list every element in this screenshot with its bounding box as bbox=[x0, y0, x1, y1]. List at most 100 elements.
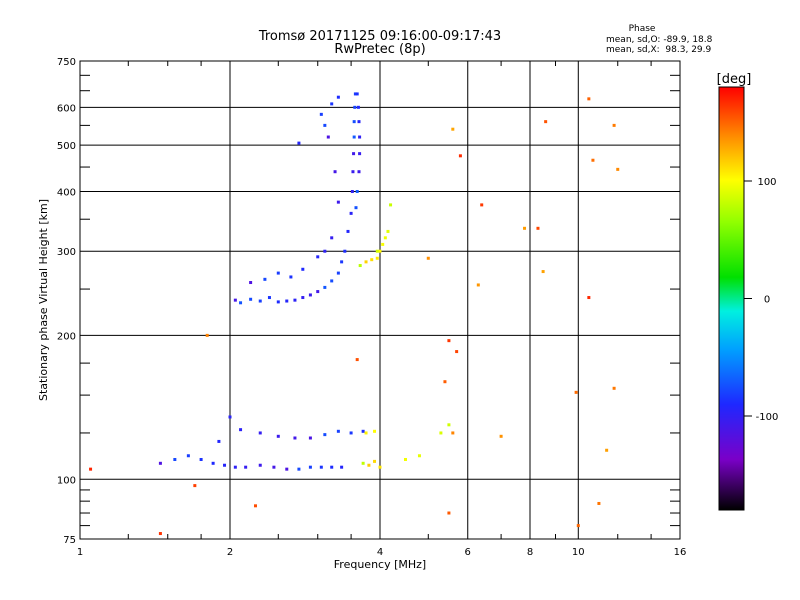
data-point bbox=[378, 249, 382, 253]
data-point bbox=[336, 95, 340, 99]
data-point bbox=[458, 154, 462, 158]
data-point bbox=[403, 457, 407, 461]
data-point bbox=[375, 256, 379, 260]
data-point bbox=[336, 271, 340, 275]
data-point bbox=[336, 429, 340, 433]
data-point bbox=[272, 465, 276, 469]
data-point bbox=[367, 463, 371, 467]
x-tick-label: 1 bbox=[77, 547, 83, 558]
data-point bbox=[443, 380, 447, 384]
data-point bbox=[228, 415, 232, 419]
data-point bbox=[289, 275, 293, 279]
data-point bbox=[336, 200, 340, 204]
y-tick-label: 300 bbox=[57, 247, 76, 258]
data-point bbox=[308, 293, 312, 297]
data-point bbox=[276, 271, 280, 275]
data-point bbox=[323, 123, 327, 127]
data-point bbox=[193, 484, 197, 488]
data-point bbox=[355, 358, 359, 362]
data-point bbox=[205, 333, 209, 337]
data-point bbox=[447, 423, 451, 427]
data-point bbox=[239, 301, 243, 305]
data-point bbox=[451, 431, 455, 435]
data-point bbox=[605, 448, 609, 452]
data-point bbox=[364, 260, 368, 264]
data-point bbox=[199, 457, 203, 461]
data-point bbox=[612, 386, 616, 390]
data-point bbox=[316, 255, 320, 259]
y-tick-label: 500 bbox=[57, 141, 76, 152]
data-point bbox=[612, 123, 616, 127]
data-point bbox=[330, 465, 334, 469]
data-point bbox=[89, 467, 93, 471]
data-point bbox=[340, 260, 344, 264]
data-point bbox=[349, 211, 353, 215]
data-point bbox=[587, 296, 591, 300]
data-point bbox=[349, 431, 353, 435]
data-point bbox=[544, 120, 548, 124]
x-tick-label: 16 bbox=[674, 547, 687, 558]
data-point bbox=[574, 390, 578, 394]
data-point bbox=[386, 229, 390, 233]
data-point bbox=[447, 339, 451, 343]
data-point bbox=[576, 524, 580, 528]
data-point bbox=[323, 285, 327, 289]
data-point bbox=[361, 461, 365, 465]
y-tick-label: 400 bbox=[57, 187, 76, 198]
data-point bbox=[233, 465, 237, 469]
data-point bbox=[417, 454, 421, 458]
data-point bbox=[239, 428, 243, 432]
data-point bbox=[381, 242, 385, 246]
data-point bbox=[326, 135, 330, 139]
data-point bbox=[536, 226, 540, 230]
y-axis-label: Stationary phase Virtual Height [km] bbox=[37, 199, 50, 401]
data-point bbox=[333, 170, 337, 174]
stats-line-o: mean, sd,O: -89.9, 18.8 bbox=[606, 35, 713, 45]
data-point bbox=[297, 467, 301, 471]
data-point bbox=[293, 298, 297, 302]
data-point bbox=[350, 189, 354, 193]
data-point bbox=[316, 290, 320, 294]
stats-title: Phase bbox=[629, 24, 656, 34]
data-point bbox=[276, 300, 280, 304]
data-point bbox=[352, 152, 356, 156]
data-point bbox=[346, 229, 350, 233]
data-point bbox=[439, 431, 443, 435]
data-point bbox=[361, 429, 365, 433]
minor-ticks bbox=[80, 61, 680, 539]
data-point bbox=[353, 105, 357, 109]
data-point bbox=[378, 465, 382, 469]
data-point bbox=[249, 281, 253, 285]
data-point bbox=[297, 141, 301, 145]
data-point bbox=[364, 431, 368, 435]
chart-subtitle: RwPretec (8p) bbox=[334, 42, 425, 57]
x-tick-label: 4 bbox=[377, 547, 383, 558]
data-point bbox=[330, 279, 334, 283]
colorbar bbox=[718, 86, 745, 511]
colorbar-label: [deg] bbox=[717, 72, 752, 87]
data-point bbox=[354, 206, 358, 210]
data-point bbox=[591, 158, 595, 162]
data-point bbox=[587, 97, 591, 101]
data-point bbox=[323, 249, 327, 253]
data-point bbox=[301, 296, 305, 300]
data-point bbox=[158, 461, 162, 465]
data-point bbox=[358, 152, 362, 156]
chart-title: Tromsø 20171125 09:16:00-09:17:43 bbox=[258, 29, 501, 44]
data-point bbox=[373, 459, 377, 463]
grid bbox=[80, 61, 680, 539]
y-tick-label: 600 bbox=[57, 103, 76, 114]
data-point bbox=[233, 298, 237, 302]
data-point bbox=[330, 102, 334, 106]
data-point bbox=[355, 92, 359, 96]
data-point bbox=[499, 434, 503, 438]
data-point bbox=[244, 465, 248, 469]
data-point bbox=[263, 277, 267, 281]
data-point bbox=[447, 511, 451, 515]
data-point bbox=[173, 457, 177, 461]
data-point bbox=[476, 283, 480, 287]
x-tick-label: 10 bbox=[572, 547, 585, 558]
data-point bbox=[285, 299, 289, 303]
data-point bbox=[352, 120, 356, 124]
